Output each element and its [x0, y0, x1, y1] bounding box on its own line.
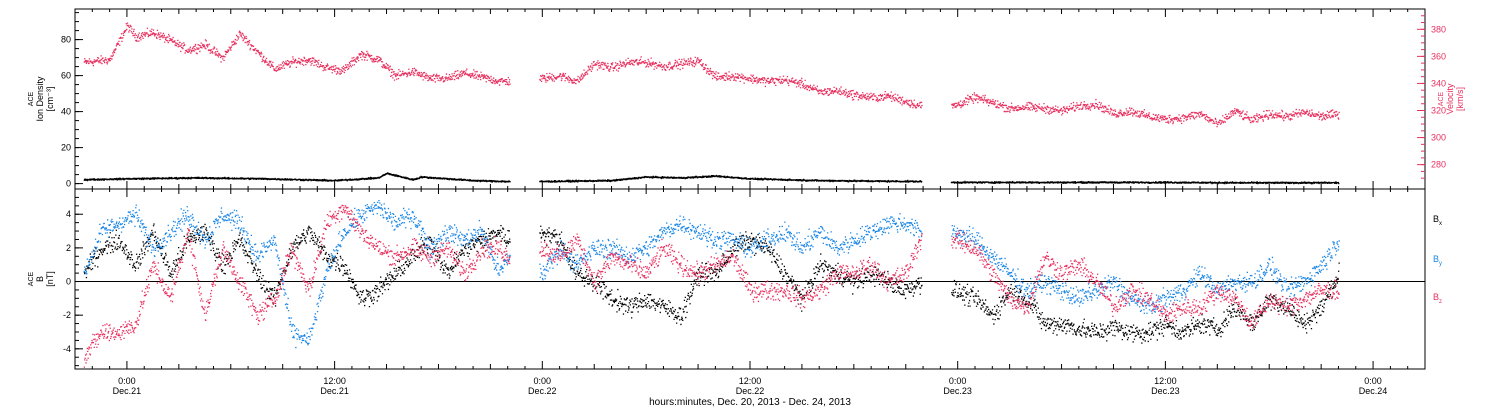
- x-tick-label-day: Dec.24: [1359, 386, 1388, 396]
- b-series-bz: [83, 204, 1340, 368]
- b-tick-label: -2: [63, 310, 71, 320]
- x-axis: 0:00Dec.2112:00Dec.210:00Dec.2212:00Dec.…: [113, 376, 1388, 396]
- density-series: [83, 172, 1340, 185]
- legend-bz: Bz: [1433, 292, 1442, 305]
- x-tick-label-time: 12:00: [1154, 376, 1177, 386]
- b-tick-label: 0: [66, 277, 71, 287]
- velocity-axis-title-line: Velocity: [1445, 83, 1455, 115]
- x-tick-label-day: Dec.21: [320, 386, 349, 396]
- x-tick-label-time: 0:00: [534, 376, 552, 386]
- velocity-tick-label: 340: [1431, 78, 1446, 88]
- x-tick-label-time: 0:00: [949, 376, 967, 386]
- velocity-series: [83, 22, 1340, 128]
- velocity-tick-label: 300: [1431, 133, 1446, 143]
- b-axis-title-line: [nT]: [45, 271, 55, 287]
- velocity-tick-label: 360: [1431, 51, 1446, 61]
- x-tick-label-day: Dec.22: [528, 386, 557, 396]
- b-axis-title-line: ACE: [28, 271, 35, 286]
- density-tick-label: 40: [61, 107, 71, 117]
- density-tick-label: 60: [61, 71, 71, 81]
- velocity-axis-title-line: [km/s]: [1455, 87, 1465, 111]
- bottom-panel: -4 -2 0 2 4 ACE B [nT] Bx By Bz: [28, 188, 1442, 370]
- velocity-axis-title-line: ACE: [1438, 91, 1445, 106]
- density-tick-label: 20: [61, 143, 71, 153]
- b-axis-title: ACE B [nT]: [28, 271, 55, 287]
- b-series-by-points: [83, 200, 1340, 349]
- b-tick-label: 2: [66, 243, 71, 253]
- velocity-series-points: [83, 22, 1340, 128]
- velocity-tick-label: 320: [1431, 106, 1446, 116]
- x-tick-label-time: 0:00: [1364, 376, 1382, 386]
- b-axis-title-line: B: [35, 276, 45, 282]
- density-series-points: [83, 172, 1340, 185]
- density-tick-label: 0: [66, 179, 71, 189]
- density-axis-title-line: [cm⁻³]: [45, 87, 55, 112]
- b-series-bx: [83, 223, 1340, 344]
- x-tick-label-day: Dec.23: [1151, 386, 1180, 396]
- b-series-bx-points: [83, 223, 1340, 344]
- b-tick-label: -4: [63, 344, 71, 354]
- x-tick-label-time: 0:00: [118, 376, 136, 386]
- x-tick-label-day: Dec.21: [113, 386, 142, 396]
- density-axis-title-line: Ion Density: [35, 76, 45, 122]
- x-tick-label-time: 12:00: [739, 376, 762, 386]
- velocity-axis-title: ACE Velocity [km/s]: [1438, 83, 1465, 115]
- density-tick-label: 80: [61, 35, 71, 45]
- x-tick-label-time: 12:00: [323, 376, 346, 386]
- density-axis-title: ACE Ion Density [cm⁻³]: [28, 76, 55, 122]
- x-tick-label-day: Dec.22: [736, 386, 765, 396]
- velocity-tick-label: 280: [1431, 160, 1446, 170]
- b-series-bz-points: [83, 204, 1340, 368]
- velocity-tick-label: 380: [1431, 24, 1446, 34]
- legend-by: By: [1433, 254, 1442, 267]
- x-axis-title: hours:minutes, Dec. 20, 2013 - Dec. 24, …: [649, 397, 851, 408]
- top-panel-frame: [74, 8, 1426, 190]
- x-tick-label-day: Dec.23: [943, 386, 972, 396]
- b-tick-label: 4: [66, 209, 71, 219]
- bottom-panel-frame: [74, 188, 1426, 370]
- density-axis-title-line: ACE: [28, 91, 35, 106]
- legend-bx: Bx: [1433, 214, 1442, 227]
- b-series-by: [83, 200, 1340, 349]
